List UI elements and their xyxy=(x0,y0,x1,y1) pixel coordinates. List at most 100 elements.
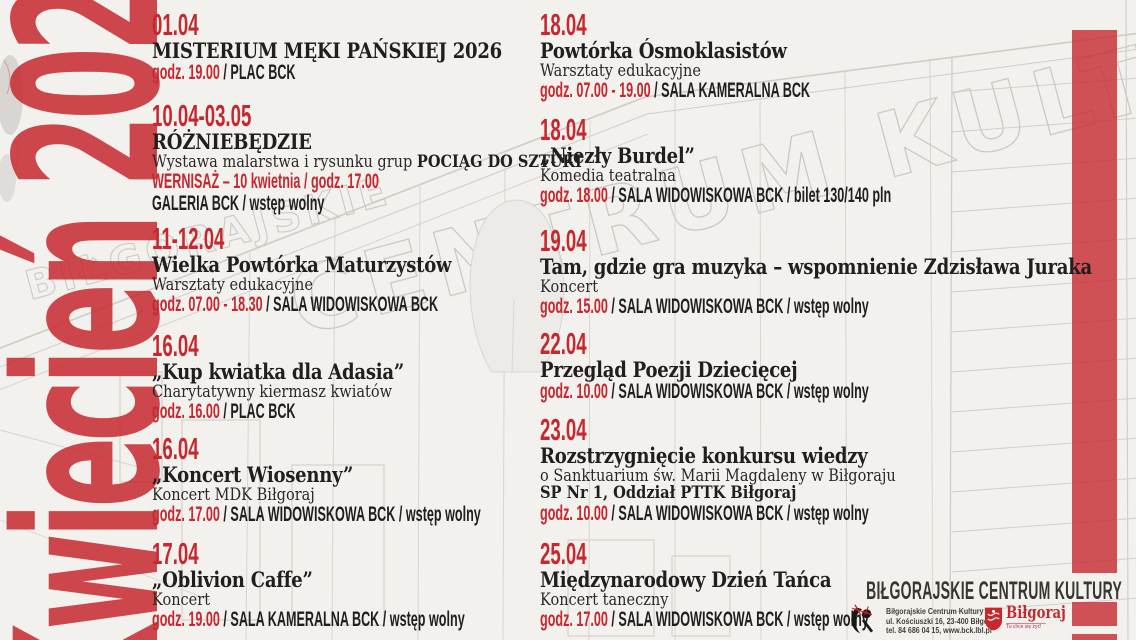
event-date: 25.04 xyxy=(540,536,587,571)
text-segment: godz. 19.00 xyxy=(152,608,224,631)
text-segment: godz. 16.00 xyxy=(152,400,224,423)
text-segment: WERNISAŻ – 10 kwietnia / godz. 17.00 xyxy=(152,170,379,193)
event-line: Warsztaty edukacyjne xyxy=(152,275,572,294)
text-segment: / PLAC BCK xyxy=(223,400,296,423)
text-segment: Koncert xyxy=(152,590,211,609)
text-segment: / SALA WIDOWISKOWA BCK / wstęp wolny xyxy=(223,503,481,526)
event-date: 18.04 xyxy=(540,112,587,147)
text-segment: Koncert xyxy=(540,277,599,296)
event-line: Charytatywny kiermasz kwiatów xyxy=(152,382,410,401)
event-line: godz. 17.00 / SALA WIDOWISKOWA BCK / wst… xyxy=(152,503,481,526)
text-segment: SP Nr 1, Oddział PTTK Biłgoraj xyxy=(540,483,797,503)
event-line: Koncert xyxy=(540,277,1105,296)
event-title: „Oblivion Caffe” xyxy=(152,567,313,592)
event-block-right-0: 18.04 Powtórka Ósmoklasistów Warsztaty edu… xyxy=(540,7,990,102)
event-date: 16.04 xyxy=(152,328,199,363)
text-segment: / SALA WIDOWISKOWA BCK / wstęp wolny xyxy=(611,608,869,631)
text-segment: Koncert MDK Biłgoraj xyxy=(152,485,315,504)
event-date: 23.04 xyxy=(540,412,587,447)
event-line: Koncert xyxy=(152,590,611,609)
event-line: WERNISAŻ – 10 kwietnia / godz. 17.00 xyxy=(152,170,445,193)
event-line: SP Nr 1, Oddział PTTK Biłgoraj xyxy=(540,485,1011,502)
event-line: Komedia teatralna xyxy=(540,166,1055,185)
event-block-left-3: 16.04 „Kup kwiatka dla Adasia” Charytatywn… xyxy=(152,328,445,423)
text-segment: godz. 17.00 xyxy=(540,608,612,631)
text-segment: Warsztaty edukacyjne xyxy=(540,61,701,80)
text-segment: godz. 07.00 - 19.00 xyxy=(540,79,655,102)
event-title: Tam, gdzie gra muzyka – wspomnienie Zdzi… xyxy=(540,254,1092,279)
event-block-right-4: 23.04 Rozstrzygnięcie konkursu wiedzy o Sa… xyxy=(540,412,1088,525)
event-block-left-1: 10.04-03.05 RÓŻNIEBĘDZIE Wystawa malarstwa… xyxy=(152,98,640,215)
text-segment: / SALA WIDOWISKOWA BCK / bilet 130/140 p… xyxy=(611,184,892,207)
event-title: RÓŻNIEBĘDZIE xyxy=(152,129,312,154)
red-bar-segment-middle xyxy=(1072,602,1117,626)
event-date: 11-12.04 xyxy=(152,221,225,256)
event-line: godz. 07.00 - 19.00 / SALA KAMERALNA BCK xyxy=(540,79,811,102)
text-segment: Wystawa malarstwa i rysunku grup xyxy=(152,152,417,171)
text-segment: / SALA WIDOWISKOWA BCK / wstęp wolny xyxy=(611,295,869,318)
event-date: 22.04 xyxy=(540,326,587,361)
event-line: Koncert MDK Biłgoraj xyxy=(152,485,634,504)
event-date: 17.04 xyxy=(152,536,199,571)
text-segment: o Sanktuarium św. Marii Magdaleny w Biłg… xyxy=(540,466,896,485)
text-segment: godz. 18.00 xyxy=(540,184,612,207)
event-line: Wystawa malarstwa i rysunku grup POCIĄG … xyxy=(152,152,582,171)
text-segment: GALERIA BCK / wstęp wolny xyxy=(152,192,325,215)
event-title: Powtórka Ósmoklasistów xyxy=(540,38,787,63)
event-line: godz. 10.00 / SALA WIDOWISKOWA BCK / wst… xyxy=(540,380,869,403)
event-date: 16.04 xyxy=(152,431,199,466)
text-segment: godz. 07.00 - 18.30 xyxy=(152,293,267,316)
text-segment: godz. 15.00 xyxy=(540,295,612,318)
event-line: Koncert taneczny xyxy=(540,591,1022,608)
event-line: godz. 19.00 / PLAC BCK xyxy=(152,61,396,84)
event-block-left-5: 17.04 „Oblivion Caffe” Koncert godz. 19.00 … xyxy=(152,536,673,631)
event-line: GALERIA BCK / wstęp wolny xyxy=(152,192,445,215)
event-block-left-4: 16.04 „Koncert Wiosenny” Koncert MDK Biłgo… xyxy=(152,431,700,526)
event-title: Rozstrzygnięcie konkursu wiedzy xyxy=(540,443,868,468)
text-segment: Komedia teatralna xyxy=(540,166,676,185)
text-segment: / PLAC BCK xyxy=(223,61,296,84)
event-title: Wielka Powtórka Maturzystów xyxy=(152,252,452,277)
event-block-right-1: 18.04 „Niezły Burdel” Komedia teatralna god… xyxy=(540,112,1125,207)
event-date: 18.04 xyxy=(540,7,587,42)
text-segment: Charytatywny kiermasz kwiatów xyxy=(152,382,393,401)
text-segment: godz. 17.00 xyxy=(152,503,224,526)
event-title: Międzynarodowy Dzień Tańca xyxy=(540,567,832,592)
text-segment: / SALA WIDOWISKOWA BCK xyxy=(266,293,439,316)
event-block-right-2: 19.04 Tam, gdzie gra muzyka – wspomnienie… xyxy=(540,223,1136,318)
event-date: 01.04 xyxy=(152,7,199,42)
text-segment: godz. 19.00 xyxy=(152,61,224,84)
event-title: MISTERIUM MĘKI PAŃSKIEJ 2026 xyxy=(152,38,502,63)
event-line: godz. 07.00 - 18.30 / SALA WIDOWISKOWA B… xyxy=(152,293,439,316)
event-line: godz. 15.00 / SALA WIDOWISKOWA BCK / wst… xyxy=(540,295,925,318)
event-title: „Niezły Burdel” xyxy=(540,143,695,168)
event-title: „Koncert Wiosenny” xyxy=(152,462,354,487)
event-block-left-0: 01.04 MISTERIUM MĘKI PAŃSKIEJ 2026 godz. 1… xyxy=(152,7,559,84)
event-line: godz. 18.00 / SALA WIDOWISKOWA BCK / bil… xyxy=(540,184,892,207)
text-segment: Warsztaty edukacyjne xyxy=(152,275,313,294)
event-line: godz. 17.00 / SALA WIDOWISKOWA BCK / wst… xyxy=(540,608,869,631)
event-block-right-3: 22.04 Przegląd Poezji Dziecięcej godz. 10.… xyxy=(540,326,1088,403)
event-title: „Kup kwiatka dla Adasia” xyxy=(152,359,404,384)
text-segment: / SALA KAMERALNA BCK / wstęp wolny xyxy=(223,608,465,631)
text-segment: POCIĄG DO SZTUKI xyxy=(416,152,582,171)
event-date: 10.04-03.05 xyxy=(152,98,252,133)
event-date: 19.04 xyxy=(540,223,587,258)
text-segment: / SALA WIDOWISKOWA BCK / wstęp wolny xyxy=(611,380,869,403)
event-line: godz. 16.00 / PLAC BCK xyxy=(152,400,328,423)
red-bar-segment-bottom xyxy=(1072,634,1117,640)
event-line: Warsztaty edukacyjne xyxy=(540,61,936,80)
event-title: Przegląd Poezji Dziecięcej xyxy=(540,357,798,382)
text-segment: godz. 10.00 xyxy=(540,502,612,525)
red-bar-segment-top xyxy=(1072,30,1117,573)
event-line: o Sanktuarium św. Marii Magdaleny w Biłg… xyxy=(540,466,1022,485)
text-segment: / SALA KAMERALNA BCK xyxy=(654,79,811,102)
event-line: godz. 10.00 / SALA WIDOWISKOWA BCK / wst… xyxy=(540,502,869,525)
event-line: godz. 19.00 / SALA KAMERALNA BCK / wstęp… xyxy=(152,608,465,631)
event-block-right-5: 25.04 Międzynarodowy Dzień Tańca Koncert t… xyxy=(540,536,1088,631)
event-block-left-2: 11-12.04 Wielka Powtórka Maturzystów Warsz… xyxy=(152,221,629,316)
text-segment: / SALA WIDOWISKOWA BCK / wstęp wolny xyxy=(611,502,869,525)
text-segment: godz. 10.00 xyxy=(540,380,612,403)
